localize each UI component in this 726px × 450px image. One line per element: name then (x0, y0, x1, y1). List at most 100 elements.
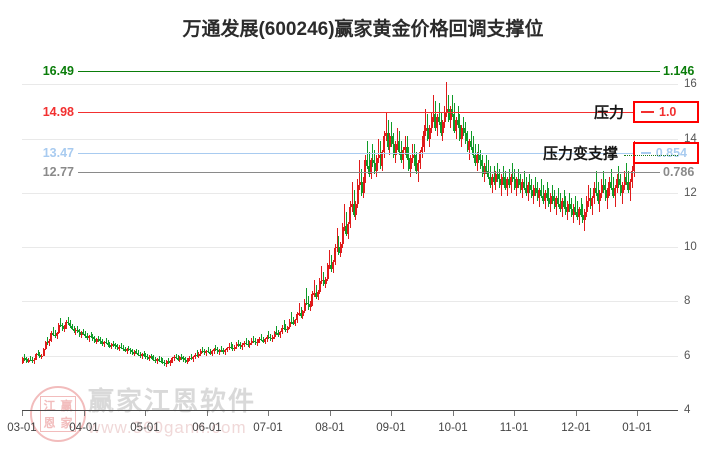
candle-body (277, 333, 280, 336)
candle-wick (230, 341, 232, 349)
candle-body (258, 338, 261, 342)
candle-body (356, 184, 359, 204)
x-axis-tick-mark (207, 411, 208, 416)
candle-body (602, 184, 605, 191)
candle-body (453, 114, 456, 131)
x-axis-tick-mark (514, 411, 515, 416)
candle-body (230, 346, 233, 348)
candle-body (228, 346, 231, 349)
level-color-swatch (641, 111, 654, 114)
gridline (22, 84, 678, 86)
candle-body (57, 324, 60, 334)
candle-wick (238, 340, 240, 347)
candle-body (281, 327, 284, 332)
candle-wick (298, 302, 300, 317)
x-axis-tick-label: 06-01 (192, 422, 222, 434)
candle-body (481, 165, 484, 174)
candle-wick (563, 190, 565, 210)
candle-wick (493, 165, 495, 185)
x-axis-tick-mark (268, 411, 269, 416)
candle-body (196, 354, 198, 356)
candle-body (468, 141, 471, 150)
candle-body (283, 327, 286, 329)
candle-wick (540, 179, 542, 199)
y-axis-tick-label: 8 (684, 295, 691, 308)
candle-body (517, 179, 520, 185)
candle-body (23, 358, 26, 360)
candle-wick (60, 317, 62, 328)
candle-wick (610, 168, 612, 191)
candle-body (398, 141, 401, 153)
candle-body (107, 342, 110, 345)
candle-body (273, 332, 276, 337)
candle-body (71, 326, 74, 329)
candle-body (61, 325, 64, 330)
candle-body (247, 343, 250, 345)
candle-body (353, 203, 356, 215)
candle-body (88, 335, 91, 339)
candle-body (404, 146, 407, 150)
candle-wick (554, 190, 556, 210)
candle-body (50, 332, 53, 341)
candle-body (591, 198, 594, 207)
gann-level-0854-ratio-box[interactable]: 0.854 (633, 142, 699, 165)
candle-body (447, 108, 450, 120)
gann-level-0786-ratio-label: 0.786 (663, 165, 695, 180)
candle-wick (378, 138, 380, 164)
candle-wick (559, 192, 561, 212)
candle-body (572, 206, 575, 215)
candle-body (29, 359, 32, 361)
candle-body (406, 146, 409, 158)
candle-body (180, 357, 183, 359)
candle-wick (463, 116, 465, 136)
candle-body (284, 328, 287, 331)
candle-wick (54, 329, 56, 338)
candle-body (458, 125, 461, 139)
candle-body (292, 322, 295, 324)
candle-body (576, 211, 579, 218)
candle-body (184, 360, 187, 362)
candle-body (326, 266, 329, 279)
candle-body (110, 344, 113, 347)
x-axis-tick-label: 09-01 (376, 422, 406, 434)
candle-body (112, 344, 115, 346)
candle-body (328, 265, 331, 267)
candle-wick (414, 144, 416, 166)
candle-wick (508, 168, 510, 188)
candle-body (430, 116, 433, 128)
gann-level-100-ratio-box[interactable]: 1.0 (633, 101, 699, 124)
candle-body (358, 182, 361, 185)
candle-body (528, 184, 531, 191)
candle-body (542, 195, 545, 202)
candle-body (144, 355, 147, 358)
candle-body (366, 160, 369, 166)
candle-wick (607, 187, 609, 210)
candle-wick (98, 335, 100, 342)
x-axis-tick-label: 01-01 (622, 422, 652, 434)
candle-wick (588, 184, 590, 207)
candle-body (551, 195, 554, 202)
candle-wick (531, 179, 533, 199)
candle-body (534, 187, 537, 193)
candle-wick (308, 296, 310, 310)
candle-body (307, 303, 310, 308)
candle-body (226, 348, 229, 351)
gann-level-100-annotation: 压力 (594, 104, 625, 122)
candle-body (457, 119, 460, 126)
gridline (22, 138, 678, 140)
candle-wick (482, 154, 484, 177)
candle-body (108, 344, 111, 347)
candle-wick (514, 168, 516, 191)
candle-body (194, 354, 197, 358)
candle-body (413, 154, 416, 164)
candle-body (525, 187, 528, 193)
y-axis-tick-label: 16 (684, 78, 697, 91)
candle-body (553, 201, 556, 207)
candle-body (126, 348, 128, 351)
page-title: 万通发展(600246)赢家黄金价格回调支撑位 (182, 19, 544, 40)
candle-body (235, 344, 238, 347)
candle-body (557, 198, 560, 204)
candle-wick (196, 350, 198, 357)
candle-body (498, 179, 501, 185)
candle-body (303, 302, 306, 312)
